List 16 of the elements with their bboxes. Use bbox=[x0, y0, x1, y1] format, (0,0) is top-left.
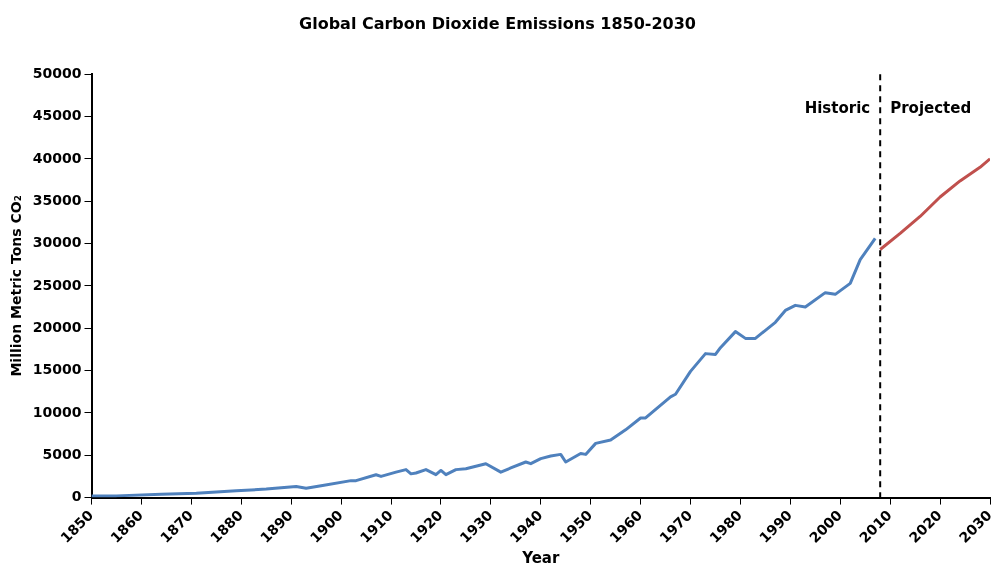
annotation: Projected bbox=[890, 99, 972, 118]
y-tick-label: 50000 bbox=[32, 64, 82, 81]
y-tick-label: 20000 bbox=[32, 318, 82, 335]
y-tick-label: 30000 bbox=[32, 234, 82, 251]
y-tick-label: 40000 bbox=[32, 149, 82, 166]
y-axis-title: Million Metric Tons CO₂ bbox=[8, 195, 25, 377]
y-tick-label: 15000 bbox=[32, 361, 82, 378]
x-axis-title: Year bbox=[521, 548, 560, 567]
annotation: Historic bbox=[804, 99, 871, 118]
y-tick-label: 45000 bbox=[32, 107, 82, 124]
y-tick-label: 35000 bbox=[32, 191, 82, 208]
y-tick-label: 25000 bbox=[32, 276, 82, 293]
y-tick-label: 5000 bbox=[42, 445, 82, 462]
chart-title: Global Carbon Dioxide Emissions 1850-2030 bbox=[299, 13, 696, 33]
y-tick-label: 10000 bbox=[32, 403, 82, 420]
y-tick-label: 0 bbox=[71, 488, 82, 505]
